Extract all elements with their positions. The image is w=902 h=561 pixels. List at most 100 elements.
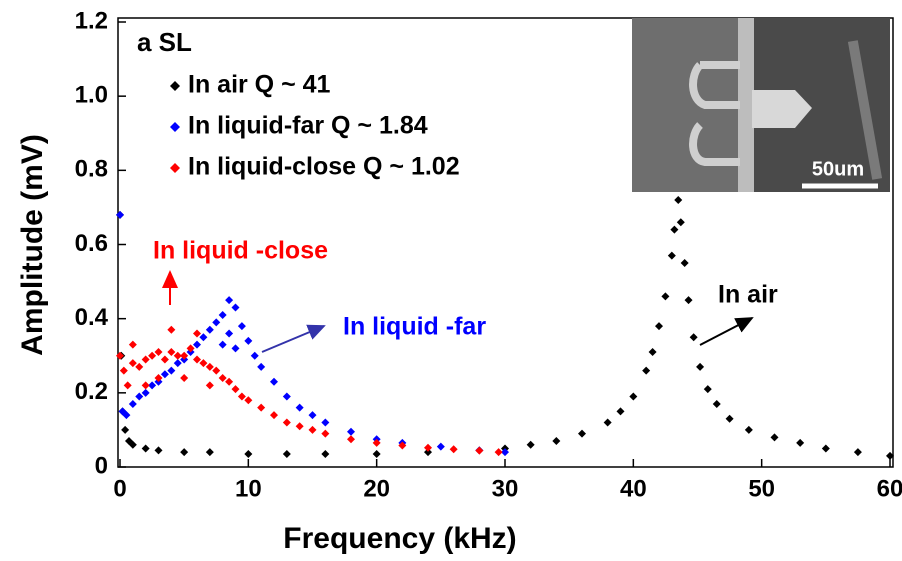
data-point	[141, 381, 150, 390]
data-point	[119, 366, 128, 375]
data-point	[853, 448, 862, 457]
data-point	[372, 450, 381, 459]
data-point	[244, 396, 253, 405]
data-point	[436, 442, 445, 451]
data-point	[154, 446, 163, 455]
data-point	[160, 355, 169, 364]
y-tick-label: 0.6	[75, 230, 108, 257]
data-point	[186, 344, 195, 353]
data-point	[642, 366, 651, 375]
data-point	[193, 329, 201, 338]
data-point	[116, 351, 124, 360]
annotation: In air	[718, 281, 778, 309]
data-point	[116, 210, 124, 219]
data-point	[689, 333, 698, 342]
data-point	[123, 381, 132, 390]
data-point	[231, 344, 240, 353]
inset-scale-label: 50um	[812, 158, 864, 180]
data-point	[128, 399, 137, 408]
inset-image	[632, 18, 890, 192]
data-point	[135, 392, 144, 401]
y-tick-label: 1.2	[75, 7, 108, 34]
data-point	[225, 329, 234, 338]
data-point	[167, 348, 176, 357]
annotation: In liquid -close	[153, 237, 328, 265]
data-point	[578, 429, 586, 438]
y-tick-label: 0	[95, 452, 108, 479]
data-point	[205, 325, 214, 334]
legend-marker	[170, 163, 180, 173]
data-point	[282, 392, 291, 401]
data-point	[886, 451, 894, 460]
annotation-arrow	[699, 317, 754, 346]
data-point	[475, 446, 484, 455]
data-point	[180, 448, 189, 457]
data-point	[603, 418, 612, 427]
data-point	[670, 225, 679, 234]
data-point	[526, 440, 535, 449]
y-tick-label: 0.4	[75, 304, 109, 331]
data-point	[225, 296, 234, 305]
data-point	[135, 362, 144, 371]
data-point	[347, 427, 355, 436]
data-point	[218, 310, 227, 319]
data-point	[796, 438, 805, 447]
data-point	[250, 351, 259, 360]
data-point	[321, 450, 330, 459]
data-point	[257, 362, 266, 371]
annotation-arrow	[261, 324, 326, 353]
annotation: In liquid -far	[343, 313, 486, 341]
data-point	[372, 438, 381, 447]
data-point	[744, 425, 753, 434]
data-point	[173, 351, 182, 360]
data-point	[173, 359, 182, 368]
data-point	[680, 259, 689, 268]
data-point	[141, 444, 150, 453]
data-point	[167, 325, 176, 334]
data-point	[770, 433, 779, 442]
x-axis-title: Frequency (kHz)	[283, 522, 516, 555]
data-point	[205, 448, 214, 457]
x-tick-label: 60	[877, 475, 902, 502]
data-point	[270, 377, 278, 386]
data-point	[231, 303, 240, 312]
data-point	[282, 418, 291, 427]
data-point	[257, 403, 266, 412]
data-point	[424, 448, 432, 457]
data-point	[295, 422, 304, 431]
data-point	[703, 385, 712, 394]
data-point	[270, 411, 278, 420]
data-point	[225, 377, 234, 386]
data-point	[205, 362, 214, 371]
data-point	[128, 340, 137, 349]
data-point	[821, 444, 830, 453]
panel-label: a SL	[137, 27, 192, 57]
data-point	[661, 292, 670, 301]
data-point	[154, 374, 163, 382]
data-point	[218, 340, 227, 349]
y-tick-label: 0.8	[75, 156, 108, 183]
data-point	[667, 251, 676, 260]
data-point	[212, 318, 221, 327]
data-point	[629, 392, 638, 401]
legend-marker	[170, 122, 180, 132]
data-point	[180, 374, 189, 382]
data-point	[244, 336, 253, 345]
data-point	[148, 351, 157, 360]
legend-label: In air Q ~ 41	[188, 71, 331, 99]
legend-marker	[170, 81, 180, 91]
legend-label: In liquid-close Q ~ 1.02	[188, 153, 460, 181]
x-tick-label: 0	[113, 475, 126, 502]
data-point	[308, 411, 317, 420]
data-point	[237, 322, 246, 331]
x-tick-label: 40	[620, 475, 647, 502]
data-point	[494, 448, 503, 457]
data-point	[193, 340, 201, 349]
data-point	[121, 425, 130, 434]
data-point	[676, 218, 685, 227]
data-point	[167, 366, 176, 375]
data-point	[552, 437, 561, 446]
data-point	[501, 448, 509, 457]
data-point	[128, 359, 137, 368]
